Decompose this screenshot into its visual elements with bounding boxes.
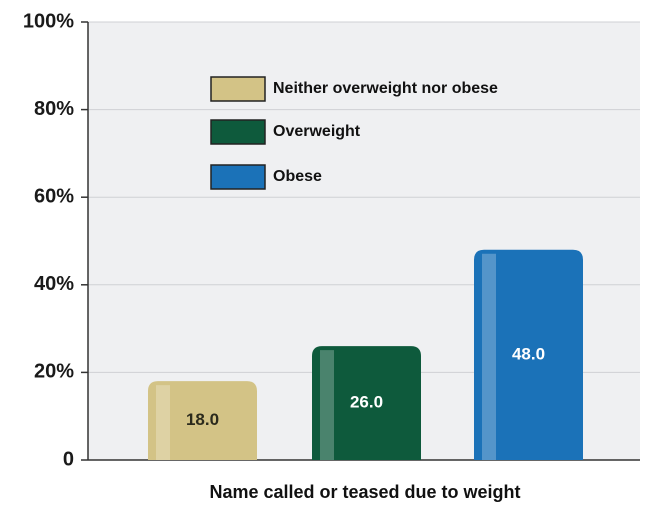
bar-highlight [156,385,170,460]
bar [474,249,583,460]
legend-swatch [210,119,266,145]
bar [312,346,421,460]
legend-swatch [210,76,266,102]
value-label: 26.0 [350,393,383,412]
legend-label: Obese [273,168,322,185]
bar-highlight [482,253,496,460]
value-label: 48.0 [512,344,545,363]
y-tick-label: 20% [34,361,74,383]
y-tick-label: 40% [34,273,74,295]
y-tick-label: 80% [34,98,74,120]
legend-label: Neither overweight nor obese [273,80,498,97]
bar [148,381,257,460]
bar-highlight [320,350,334,460]
y-tick-label: 100% [23,10,74,32]
legend-swatch [210,164,266,190]
value-label: 18.0 [186,410,219,429]
y-tick-label: 60% [34,185,74,207]
x-tick-label: Name called or teased due to weight [209,482,520,502]
y-tick-label: 0 [63,448,74,470]
legend-label: Overweight [273,123,361,140]
